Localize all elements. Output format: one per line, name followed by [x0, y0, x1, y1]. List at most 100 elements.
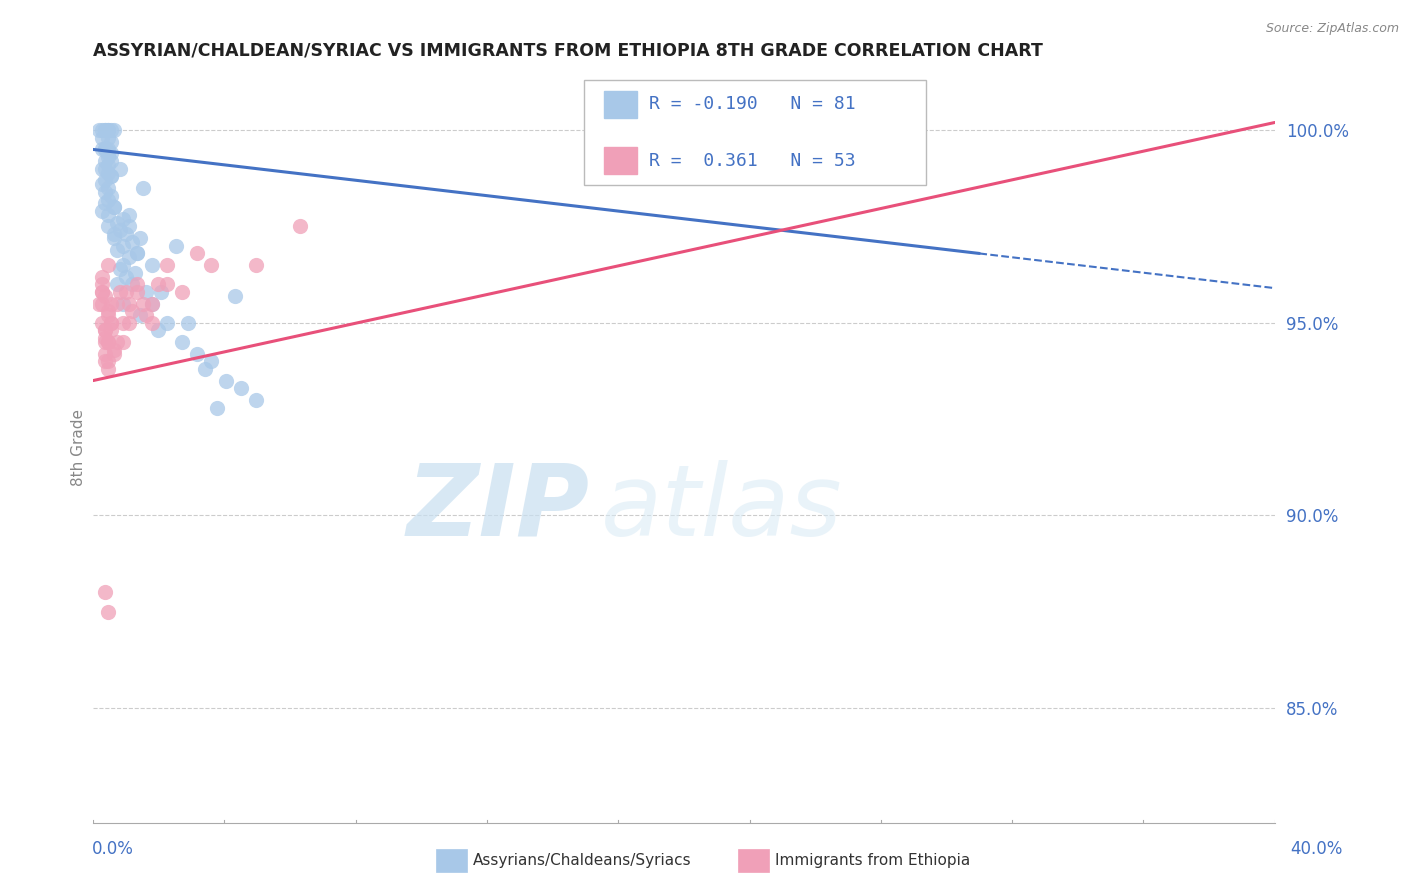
Point: [87, 123, 110, 137]
Point: [156, 316, 179, 330]
Text: ZIP: ZIP: [406, 459, 589, 557]
Point: [94, 334, 117, 349]
Text: 40.0%: 40.0%: [1291, 840, 1343, 858]
Point: [117, 219, 139, 234]
Point: [91, 277, 114, 292]
Point: [117, 208, 139, 222]
Point: [146, 323, 169, 337]
Point: [224, 289, 246, 303]
Point: [100, 323, 122, 337]
Point: [97, 308, 120, 322]
Point: [111, 334, 134, 349]
Text: atlas: atlas: [602, 459, 842, 557]
Point: [97, 334, 120, 349]
Point: [105, 296, 128, 310]
Point: [97, 193, 120, 207]
Point: [97, 219, 120, 234]
Point: [108, 223, 131, 237]
Point: [91, 177, 114, 191]
Point: [94, 143, 117, 157]
Point: [97, 354, 120, 368]
Point: [135, 285, 157, 299]
Point: [103, 346, 125, 360]
Point: [186, 246, 208, 260]
Point: [880, 123, 903, 137]
Point: [207, 401, 229, 415]
Point: [124, 266, 146, 280]
Point: [94, 323, 117, 337]
Point: [97, 181, 120, 195]
Point: [103, 343, 125, 357]
Point: [117, 250, 139, 264]
Point: [141, 296, 163, 310]
Point: [100, 316, 122, 330]
Point: [121, 277, 143, 292]
Point: [100, 169, 122, 184]
Point: [94, 123, 117, 137]
Point: [91, 161, 114, 176]
Point: [177, 316, 200, 330]
Text: Assyrians/Chaldeans/Syriacs: Assyrians/Chaldeans/Syriacs: [472, 854, 690, 868]
Point: [105, 216, 128, 230]
Point: [129, 308, 152, 322]
Point: [100, 296, 122, 310]
FancyBboxPatch shape: [583, 80, 927, 185]
Point: [91, 296, 114, 310]
Point: [117, 296, 139, 310]
Point: [105, 277, 128, 292]
Point: [114, 227, 136, 242]
Bar: [603, 147, 637, 174]
Point: [97, 123, 120, 137]
Point: [94, 185, 117, 199]
Point: [103, 231, 125, 245]
Text: Source: ZipAtlas.com: Source: ZipAtlas.com: [1265, 22, 1399, 36]
Point: [97, 165, 120, 179]
Point: [103, 200, 125, 214]
Point: [100, 316, 122, 330]
Point: [91, 143, 114, 157]
Point: [165, 239, 187, 253]
Point: [111, 258, 134, 272]
Point: [94, 196, 117, 211]
Point: [97, 304, 120, 318]
Text: R = -0.190   N = 81: R = -0.190 N = 81: [648, 95, 855, 113]
Point: [194, 362, 217, 376]
Point: [121, 304, 143, 318]
Point: [111, 239, 134, 253]
Bar: [603, 91, 637, 118]
Text: ASSYRIAN/CHALDEAN/SYRIAC VS IMMIGRANTS FROM ETHIOPIA 8TH GRADE CORRELATION CHART: ASSYRIAN/CHALDEAN/SYRIAC VS IMMIGRANTS F…: [93, 42, 1043, 60]
Point: [245, 258, 267, 272]
Point: [245, 392, 267, 407]
Point: [91, 285, 114, 299]
Text: R =  0.361   N = 53: R = 0.361 N = 53: [648, 152, 855, 169]
Point: [108, 285, 131, 299]
Point: [97, 605, 120, 619]
Point: [100, 135, 122, 149]
Point: [94, 161, 117, 176]
Point: [94, 354, 117, 368]
Point: [94, 289, 117, 303]
Point: [97, 131, 120, 145]
Point: [170, 285, 193, 299]
Point: [91, 285, 114, 299]
Point: [94, 154, 117, 169]
Point: [94, 143, 117, 157]
Point: [91, 269, 114, 284]
Point: [97, 143, 120, 157]
Point: [91, 204, 114, 219]
Point: [111, 296, 134, 310]
Point: [156, 277, 179, 292]
Point: [114, 285, 136, 299]
Point: [97, 334, 120, 349]
Point: [94, 123, 117, 137]
Point: [87, 296, 110, 310]
Point: [94, 323, 117, 337]
Point: [229, 381, 252, 395]
Point: [100, 146, 122, 161]
Point: [108, 161, 131, 176]
Point: [141, 316, 163, 330]
Point: [121, 235, 143, 249]
Point: [111, 211, 134, 226]
Point: [97, 258, 120, 272]
Point: [97, 362, 120, 376]
